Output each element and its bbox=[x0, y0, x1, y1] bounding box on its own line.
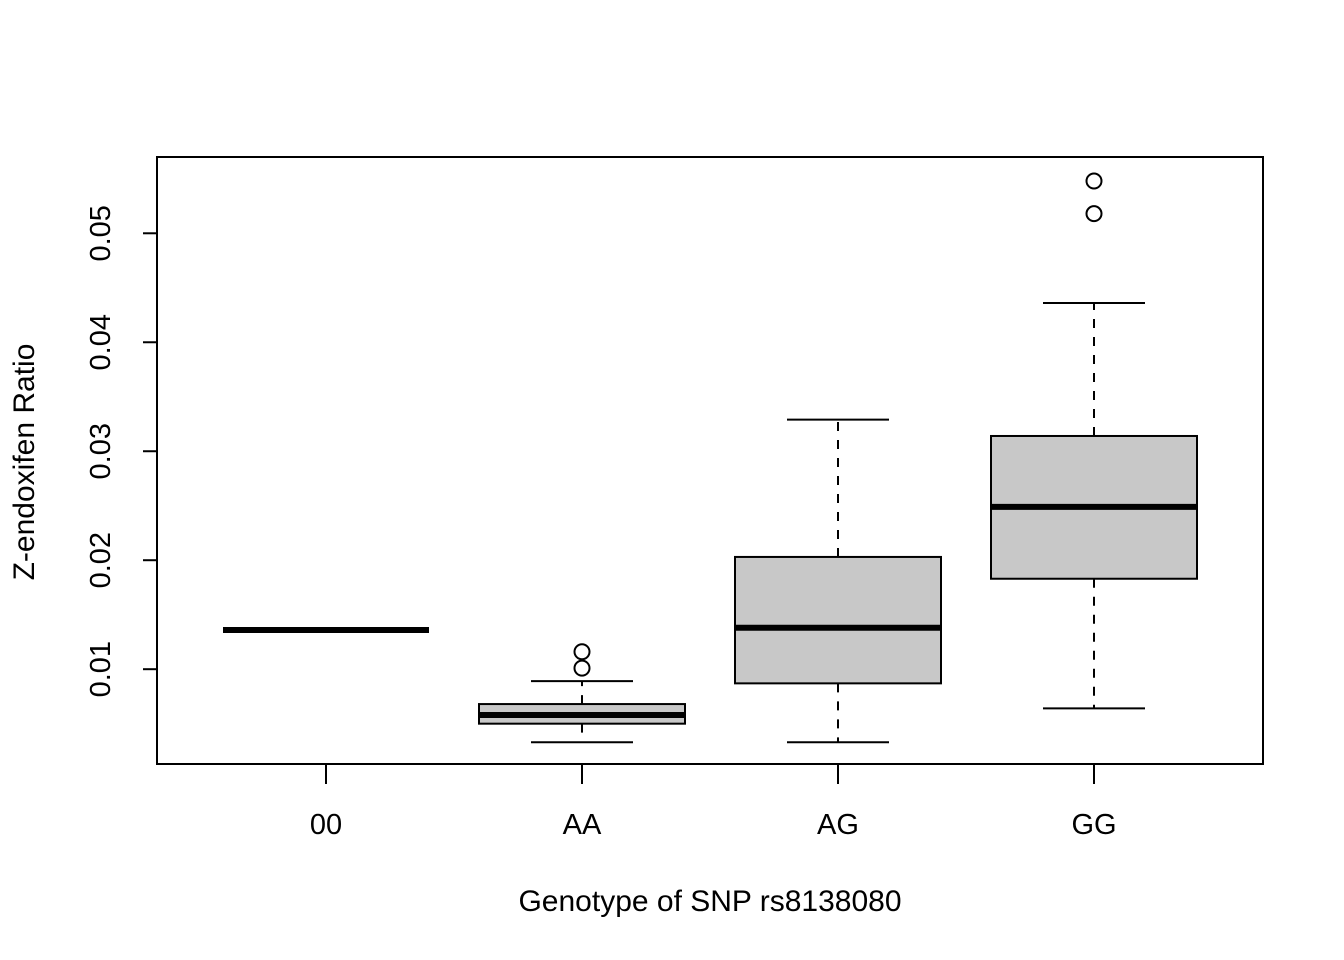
box-ag bbox=[734, 418, 942, 744]
x-tick-label: GG bbox=[1071, 809, 1116, 841]
box-iqr bbox=[734, 555, 942, 685]
boxes-layer bbox=[223, 172, 1198, 744]
outlier-point bbox=[1085, 172, 1103, 190]
y-tick-label: 0.04 bbox=[85, 314, 117, 370]
y-tick-label: 0.01 bbox=[85, 641, 117, 697]
y-axis-label: Z-endoxifen Ratio bbox=[8, 344, 41, 581]
y-tick-label: 0.05 bbox=[85, 205, 117, 261]
outlier-point bbox=[573, 643, 591, 661]
x-axis-label: Genotype of SNP rs8138080 bbox=[518, 885, 901, 918]
y-tick-label: 0.03 bbox=[85, 423, 117, 479]
x-axis: 00 AA AG GG bbox=[310, 764, 1117, 841]
y-axis: 0.01 0.02 0.03 0.04 0.05 bbox=[85, 205, 158, 697]
x-tick-label: 00 bbox=[310, 809, 342, 841]
y-tick-label: 0.02 bbox=[85, 532, 117, 588]
x-tick-label: AG bbox=[817, 809, 859, 841]
outlier-point bbox=[573, 659, 591, 677]
x-tick-label: AA bbox=[563, 809, 602, 841]
box-aa bbox=[478, 643, 686, 744]
box-gg bbox=[990, 172, 1198, 710]
outlier-point bbox=[1085, 205, 1103, 223]
